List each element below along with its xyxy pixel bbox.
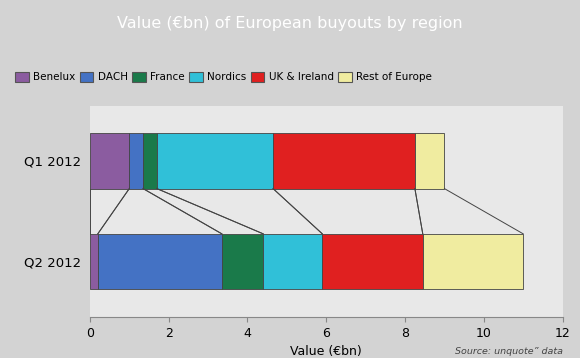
Legend: Benelux, DACH, France, Nordics, UK & Ireland, Rest of Europe: Benelux, DACH, France, Nordics, UK & Ire… bbox=[11, 68, 436, 87]
X-axis label: Value (€bn): Value (€bn) bbox=[291, 345, 362, 358]
Text: Source: unquote” data: Source: unquote” data bbox=[455, 347, 563, 356]
Text: Value (€bn) of European buyouts by region: Value (€bn) of European buyouts by regio… bbox=[117, 16, 463, 31]
Bar bbox=[273, 133, 415, 189]
Bar bbox=[423, 234, 523, 289]
Bar bbox=[90, 133, 129, 189]
Bar bbox=[98, 234, 222, 289]
Bar bbox=[222, 234, 263, 289]
Bar bbox=[263, 234, 322, 289]
Bar bbox=[129, 133, 143, 189]
Bar bbox=[322, 234, 423, 289]
Bar bbox=[90, 234, 98, 289]
Bar bbox=[157, 133, 273, 189]
Bar bbox=[143, 133, 157, 189]
Bar bbox=[415, 133, 444, 189]
